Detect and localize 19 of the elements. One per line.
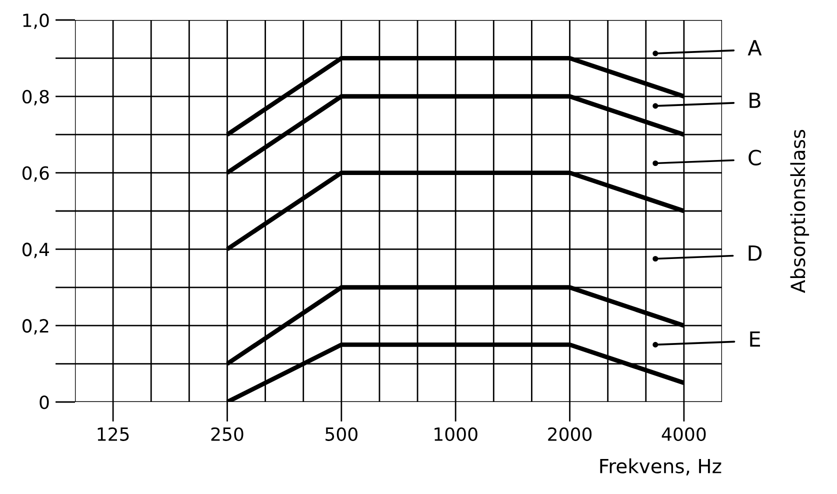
x-tick-label: 2000 [548, 427, 592, 441]
x-tick-label: 125 [98, 427, 129, 441]
y-tick-label: 0,6 [22, 166, 49, 182]
x-tick-label: 4000 [662, 427, 706, 441]
text: A [748, 40, 762, 56]
x-tick-label: 500 [326, 427, 358, 441]
y-tick-label: 1,0 [23, 13, 49, 29]
y-tick-label: 0 [40, 395, 49, 410]
x-tick-label: 1000 [434, 427, 478, 441]
y-tick-label: 0,4 [22, 242, 49, 258]
x-tick-label: 250 [211, 427, 244, 441]
y-axis-title: Absorptionsklass [790, 130, 810, 293]
y-tick-label: 0,2 [22, 319, 48, 335]
text: E [750, 331, 760, 347]
text: C [748, 150, 761, 166]
y-tick-label: 0,8 [22, 90, 49, 106]
text: B [750, 92, 760, 108]
x-axis-title: Frekvens, Hz [600, 458, 722, 476]
text: D [748, 245, 762, 261]
